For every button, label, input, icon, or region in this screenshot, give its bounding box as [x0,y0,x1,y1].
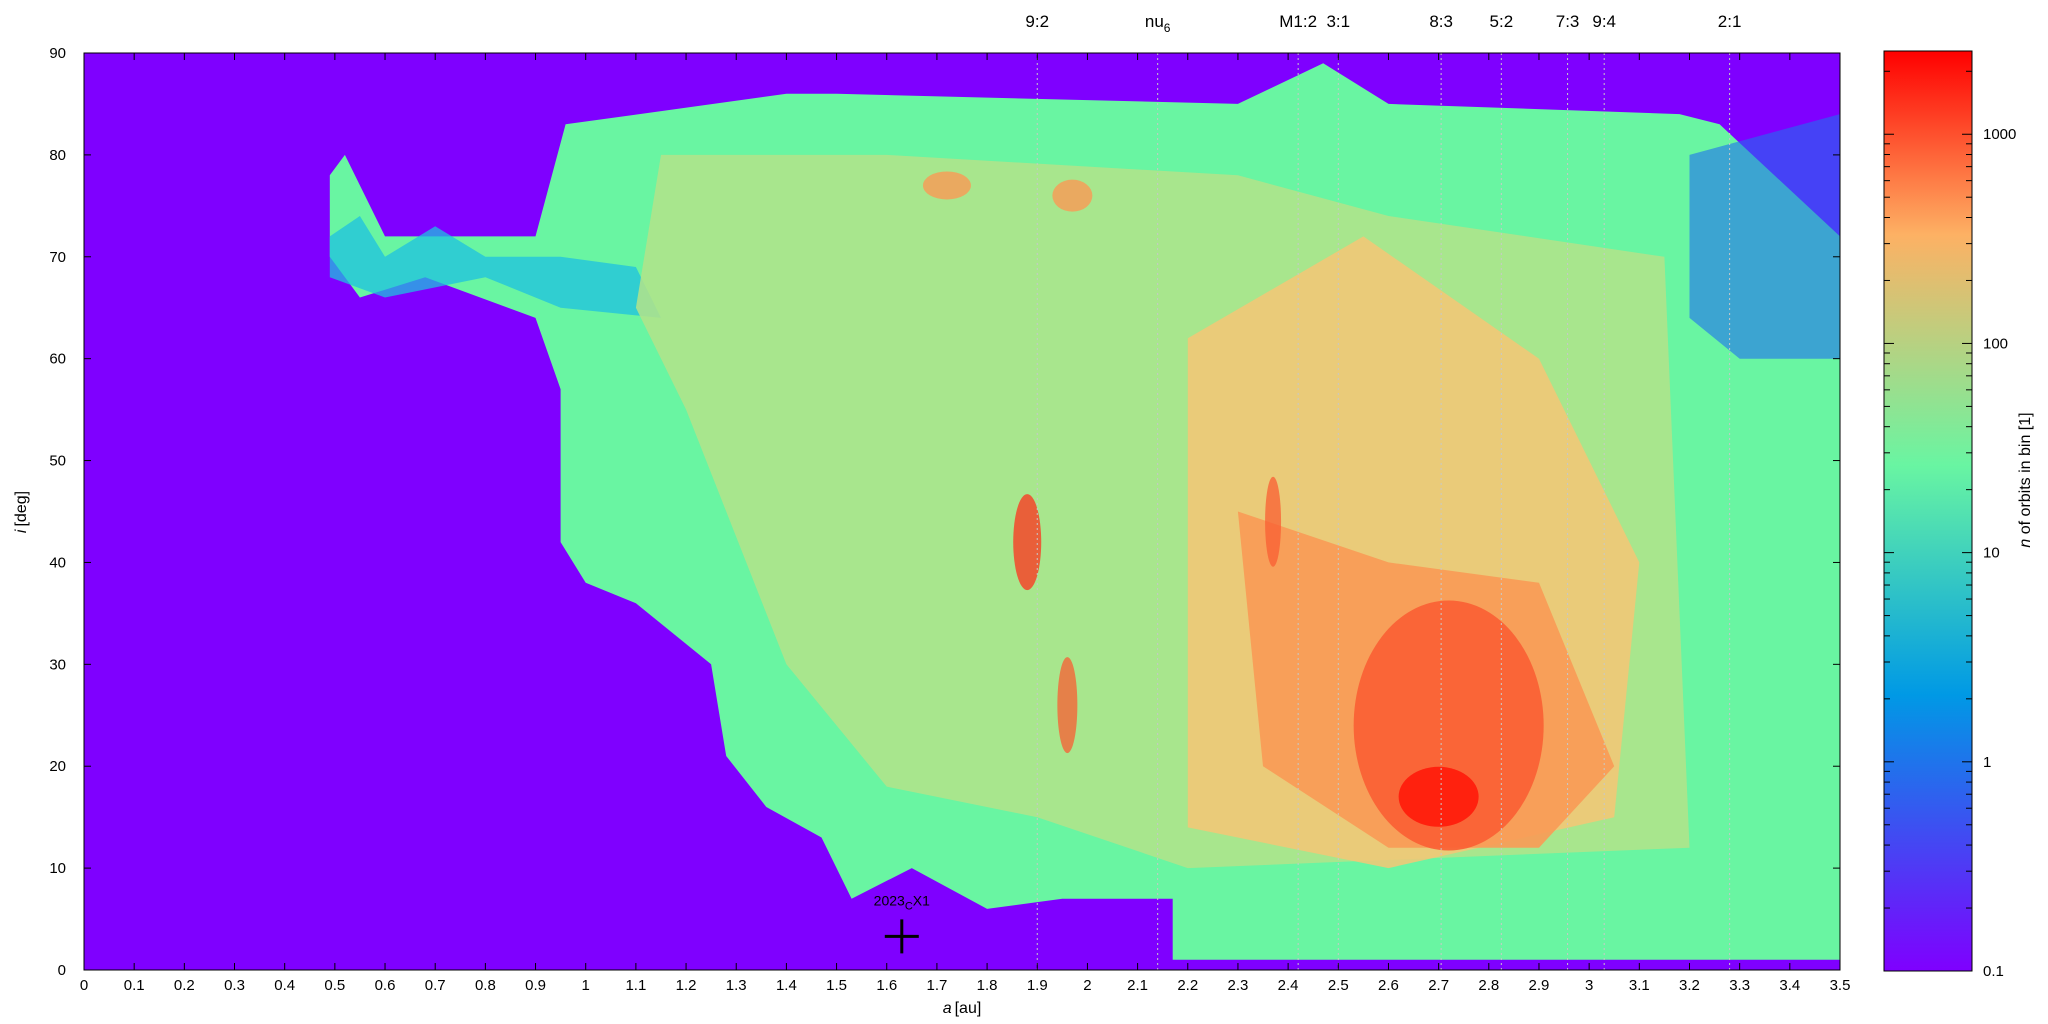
resonance-label: 3:1 [1326,12,1350,31]
y-tick-label: 20 [49,758,66,775]
resonance-label: 9:4 [1592,12,1616,31]
object-marker: 2023CX1 [874,892,930,954]
x-tick-label: 3 [1585,977,1593,994]
density-patch-high-incl [922,171,971,200]
density-streak-3-1 [1265,476,1282,567]
colorbar-tick-label: 0.1 [1983,963,2004,980]
x-tick-label: 2.9 [1529,977,1550,994]
x-tick-label: 0 [80,977,88,994]
density-region-outer [1689,114,1840,359]
x-tick-label: 2.3 [1228,977,1249,994]
resonance-labels: 9:2 nu6 M1:2 3:1 8:3 5:2 7:3 9:4 2:1 [1025,12,1741,35]
x-tick-label: 2.1 [1127,977,1148,994]
resonance-label: 5:2 [1490,12,1514,31]
x-tick-label: 1 [582,977,590,994]
y-tick-label: 60 [49,351,66,368]
y-axis-label: i[deg] [13,491,30,533]
x-tick-label: 2.5 [1328,977,1349,994]
x-tick-label: 3.3 [1729,977,1750,994]
x-axis: 0 0.1 0.2 0.3 0.4 0.5 0.6 0.7 0.8 0.9 1 1.1 1.2 1.3 1.… [80,53,1851,994]
x-tick-label: 3.1 [1629,977,1650,994]
plot-area [83,52,1841,971]
y-tick-label: 80 [49,147,66,164]
resonance-label: 2:1 [1718,12,1742,31]
heatmap-cells [329,63,1840,960]
density-region-edge [329,216,661,318]
x-tick-label: 1.9 [1027,977,1048,994]
x-tick-label: 0.5 [324,977,345,994]
y-tick-label: 40 [49,554,66,571]
x-tick-label: 3.5 [1830,977,1851,994]
y-tick-label: 90 [49,45,66,62]
plot-frame [83,52,1841,971]
colorbar-tick-label: 1000 [1983,126,2016,143]
density-patch-high-incl-2 [1052,179,1093,212]
x-tick-label: 0.7 [425,977,446,994]
resonance-label: 8:3 [1429,12,1453,31]
density-streak-9-2 [1057,657,1078,754]
colorbar-tick-label: 10 [1983,545,2000,562]
y-axis: 0 10 20 30 40 50 60 70 80 90 [49,45,1840,979]
resonance-label: 9:2 [1025,12,1049,31]
colorbar-ticks: 0.1 1 10 100 1000 [1884,70,2016,980]
x-tick-label: 1.2 [676,977,697,994]
x-tick-label: 2.6 [1378,977,1399,994]
y-tick-label: 0 [58,962,66,979]
colorbar-tick-label: 100 [1983,335,2008,352]
y-tick-label: 50 [49,453,66,470]
x-tick-label: 1.7 [926,977,947,994]
colorbar-label: n of orbits in bin [1] [2017,412,2034,547]
resonance-label: nu6 [1145,12,1171,35]
object-label: 2023CX1 [874,892,930,912]
x-tick-label: 0.4 [274,977,295,994]
x-tick-label: 0.3 [224,977,245,994]
density-peak-9-2 [1013,494,1042,591]
x-tick-label: 3.4 [1779,977,1800,994]
x-axis-label: a [au] [943,1000,982,1017]
x-tick-label: 1.8 [977,977,998,994]
colorbar: 0.1 1 10 100 1000 n of orbits in bin [1] [1883,50,2034,980]
x-tick-label: 1.3 [726,977,747,994]
x-tick-label: 0.6 [375,977,396,994]
colorbar-gradient [1883,50,1973,972]
x-tick-label: 3.2 [1679,977,1700,994]
resonance-label: M1:2 [1279,12,1317,31]
x-tick-label: 2 [1083,977,1091,994]
y-tick-label: 10 [49,860,66,877]
y-tick-label: 70 [49,249,66,266]
x-tick-label: 2.4 [1278,977,1299,994]
y-tick-label: 30 [49,656,66,673]
resonance-label: 7:3 [1556,12,1580,31]
x-tick-label: 0.8 [475,977,496,994]
x-tick-label: 0.9 [525,977,546,994]
density-peak-core [1398,766,1479,827]
x-tick-label: 2.7 [1428,977,1449,994]
colorbar-tick-label: 1 [1983,754,1991,771]
x-tick-label: 1.5 [826,977,847,994]
x-tick-label: 1.1 [625,977,646,994]
x-tick-label: 0.1 [124,977,145,994]
x-tick-label: 1.6 [876,977,897,994]
x-tick-label: 2.8 [1478,977,1499,994]
x-tick-label: 2.2 [1177,977,1198,994]
x-tick-label: 0.2 [174,977,195,994]
x-tick-label: 1.4 [776,977,797,994]
